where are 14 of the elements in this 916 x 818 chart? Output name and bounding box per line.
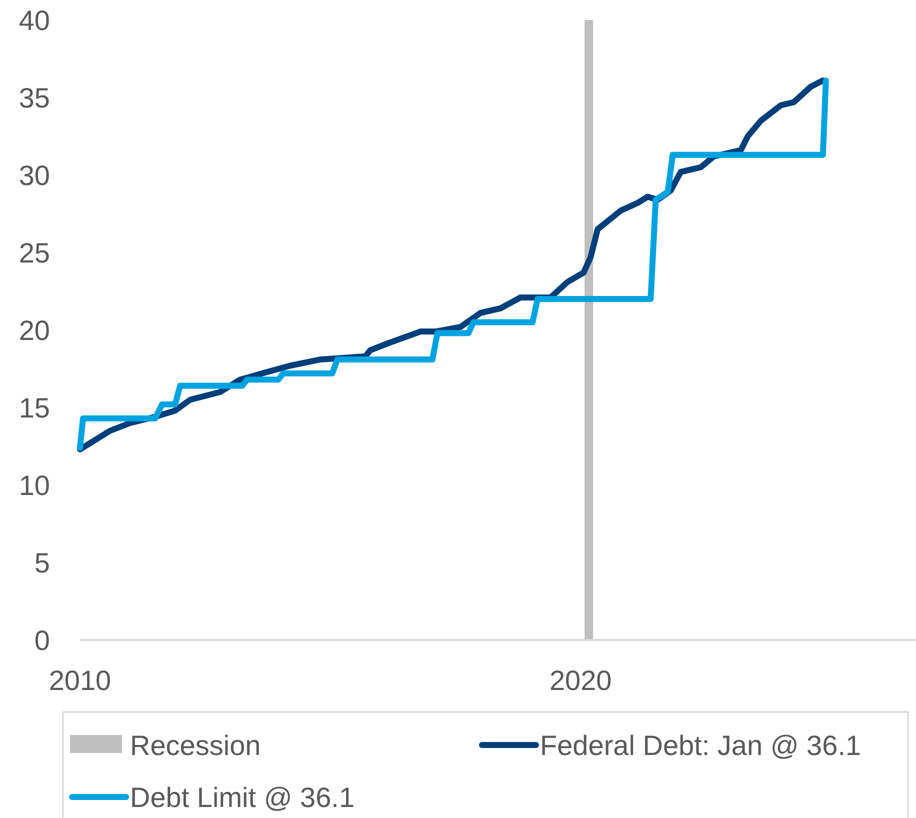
y-tick-label: 5 (34, 547, 50, 578)
x-tick-label: 2020 (549, 665, 612, 696)
y-tick-label: 40 (18, 4, 50, 36)
legend-label: Debt Limit @ 36.1 (130, 782, 355, 813)
y-tick-label: 0 (34, 624, 50, 656)
y-tick-label: 30 (18, 160, 50, 191)
y-tick-label: 15 (18, 392, 50, 424)
y-tick-label: 10 (18, 470, 50, 501)
x-tick-label: 2010 (48, 665, 112, 696)
legend-label: Federal Debt: Jan @ 36.1 (540, 730, 862, 761)
y-tick-label: 25 (18, 237, 50, 268)
y-tick-label: 35 (18, 82, 50, 114)
y-tick-label: 20 (18, 314, 50, 346)
legend-label: Recession (130, 730, 261, 761)
